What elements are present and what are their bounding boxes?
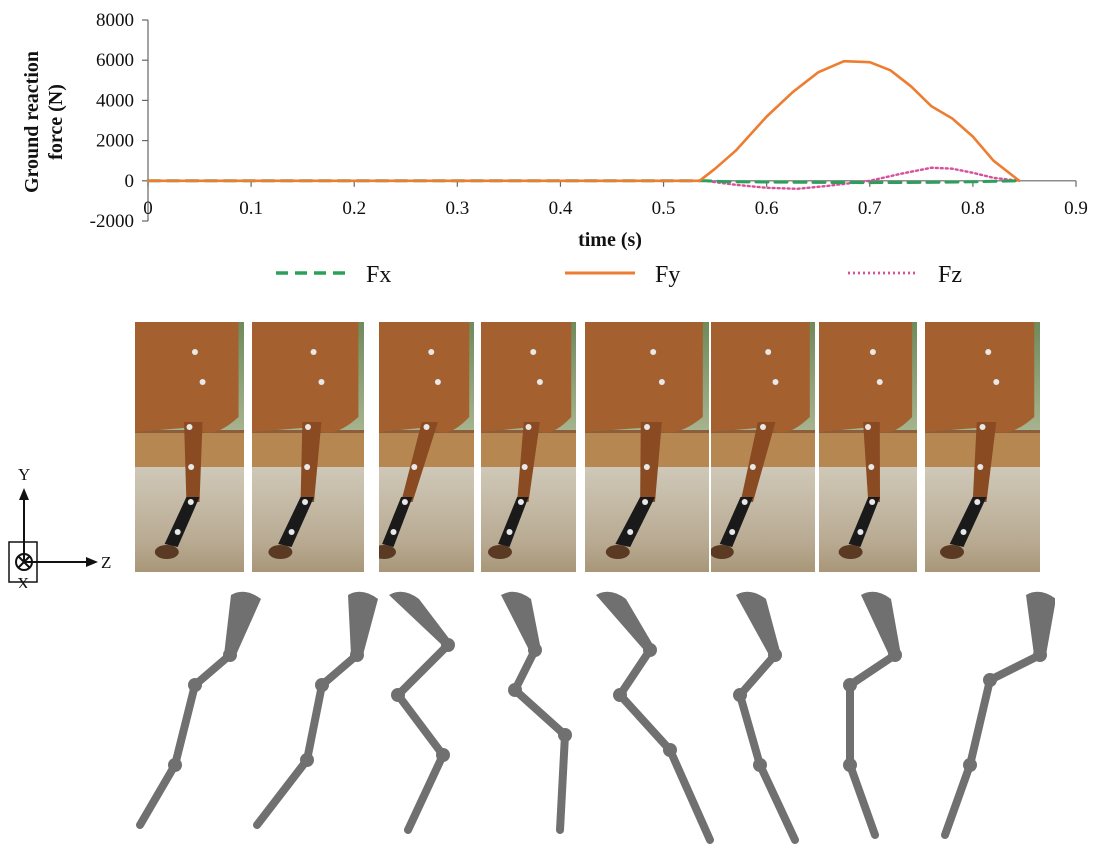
y-tick-label: -2000 — [90, 211, 134, 232]
y-tick-label: 4000 — [96, 90, 134, 111]
y-axis-title-line: Ground reaction — [21, 51, 43, 193]
chart-axes: -2000 0 2000 4000 6000 8000 0 0.1 0.2 0.3 0.4 0.5 0.… — [21, 10, 1088, 251]
limb-skeleton — [596, 591, 714, 844]
y-axis-title: Ground reaction force (N) — [21, 51, 67, 193]
limb-skeleton — [389, 591, 455, 834]
limb-skeleton-strip — [136, 591, 1055, 844]
axis-y-label: Y — [18, 465, 30, 484]
x-tick-label: 0.4 — [549, 198, 573, 219]
series-line-fz — [146, 166, 1021, 191]
legend-label-fz: Fz — [938, 262, 962, 288]
chart-legend: Fx Fy Fz — [276, 262, 962, 288]
y-tick-label: 0 — [125, 171, 135, 192]
y-axis-title-line: force (N) — [45, 84, 67, 160]
limb-skeleton — [253, 591, 378, 829]
x-tick-label: 0 — [143, 198, 153, 219]
x-tick-label: 0.2 — [342, 198, 366, 219]
axis-z-label: Z — [101, 553, 111, 572]
limb-skeleton — [843, 591, 902, 839]
coordinate-axes-icon: Y Z X — [8, 465, 111, 588]
x-tick-label: 0.6 — [755, 198, 779, 219]
x-tick-label: 0.9 — [1064, 198, 1088, 219]
x-axis-title: time (s) — [578, 229, 642, 251]
limb-skeleton — [501, 591, 572, 834]
limb-photo-frame — [481, 322, 576, 572]
ground-reaction-force-chart: -2000 0 2000 4000 6000 8000 0 0.1 0.2 0.3 0.4 0.5 0.… — [21, 10, 1088, 288]
series-layer — [146, 59, 1021, 191]
x-tick-label: 0.1 — [239, 198, 263, 219]
y-tick-label: 8000 — [96, 10, 134, 31]
x-tick-label: 0.7 — [858, 198, 882, 219]
limb-skeleton — [136, 591, 261, 829]
legend-label-fy: Fy — [655, 262, 680, 288]
limb-photo-frame — [711, 322, 815, 572]
limb-skeleton — [941, 591, 1055, 839]
series-line-fy — [146, 59, 1021, 183]
limb-photo-frame — [135, 322, 244, 572]
legend-label-fx: Fx — [366, 262, 391, 288]
limb-photo-frame — [252, 322, 364, 572]
limb-photo-frame — [819, 322, 917, 572]
y-tick-label: 6000 — [96, 50, 134, 71]
x-tick-label: 0.3 — [445, 198, 469, 219]
limb-photo-frame — [925, 322, 1040, 572]
x-tick-label: 0.5 — [652, 198, 676, 219]
x-tick-label: 0.8 — [961, 198, 985, 219]
horse-limb-photo-strip — [135, 322, 1040, 572]
limb-photo-frame — [585, 322, 709, 572]
series-line-fx — [146, 179, 1021, 185]
axis-x-label: X — [17, 574, 29, 588]
limb-skeleton — [733, 591, 799, 844]
limb-photo-frame — [379, 322, 474, 572]
y-tick-label: 2000 — [96, 131, 134, 152]
